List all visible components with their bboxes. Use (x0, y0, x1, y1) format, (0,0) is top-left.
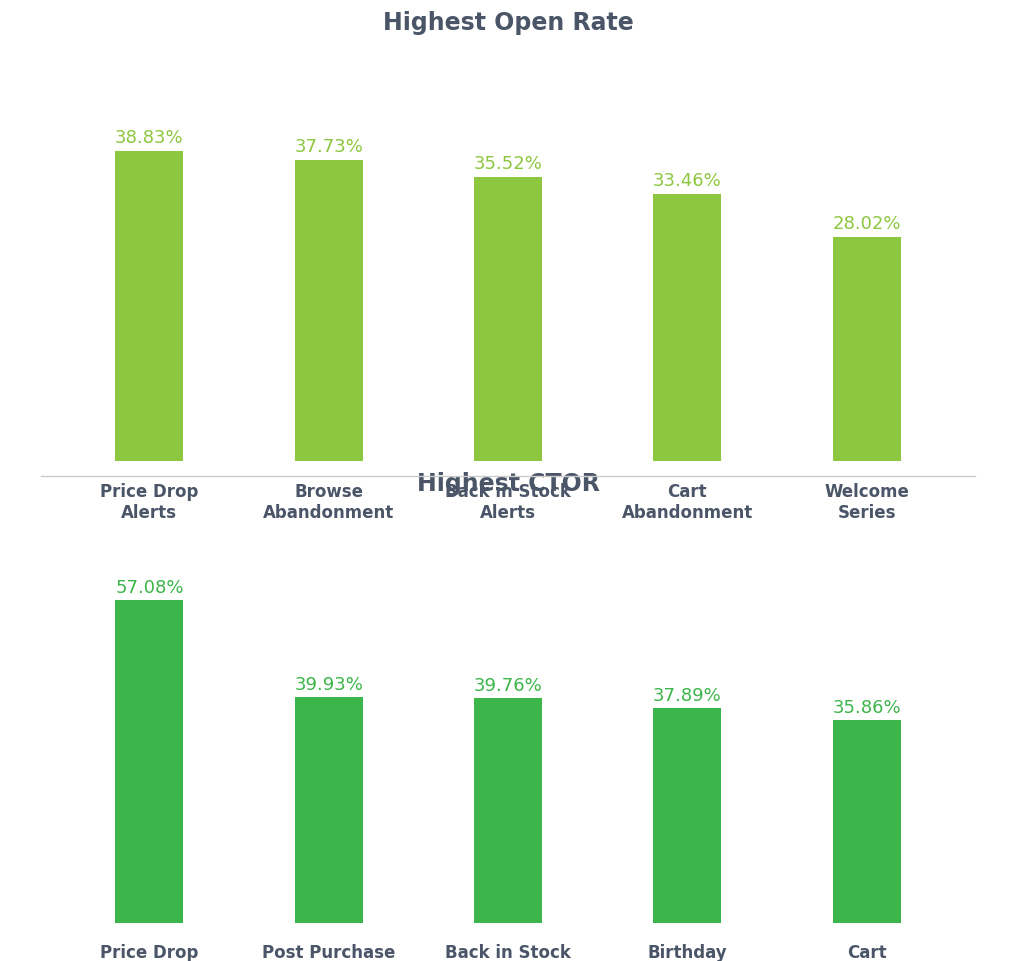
Bar (295, 160, 363, 461)
Bar (116, 151, 184, 461)
Text: 37.73%: 37.73% (295, 137, 363, 156)
Text: 57.08%: 57.08% (115, 579, 184, 597)
Text: 39.93%: 39.93% (295, 676, 363, 694)
Bar (832, 720, 900, 923)
Bar (653, 708, 721, 923)
Bar (473, 698, 543, 923)
Bar (653, 194, 721, 461)
Title: Highest CTOR: Highest CTOR (417, 472, 599, 496)
Bar (116, 600, 184, 923)
Text: 38.83%: 38.83% (115, 129, 184, 147)
Text: 39.76%: 39.76% (473, 677, 543, 695)
Text: 35.52%: 35.52% (473, 156, 543, 173)
Text: 35.86%: 35.86% (832, 699, 901, 717)
Text: 33.46%: 33.46% (653, 172, 721, 189)
Text: 28.02%: 28.02% (832, 215, 901, 234)
Title: Highest Open Rate: Highest Open Rate (383, 11, 633, 35)
Text: 37.89%: 37.89% (653, 687, 721, 705)
Bar (832, 237, 900, 461)
Bar (295, 697, 363, 923)
Bar (473, 177, 543, 461)
